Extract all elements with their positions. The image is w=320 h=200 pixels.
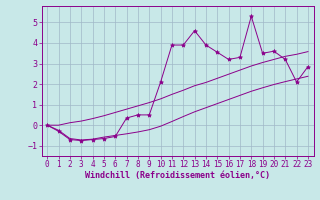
X-axis label: Windchill (Refroidissement éolien,°C): Windchill (Refroidissement éolien,°C) [85,171,270,180]
